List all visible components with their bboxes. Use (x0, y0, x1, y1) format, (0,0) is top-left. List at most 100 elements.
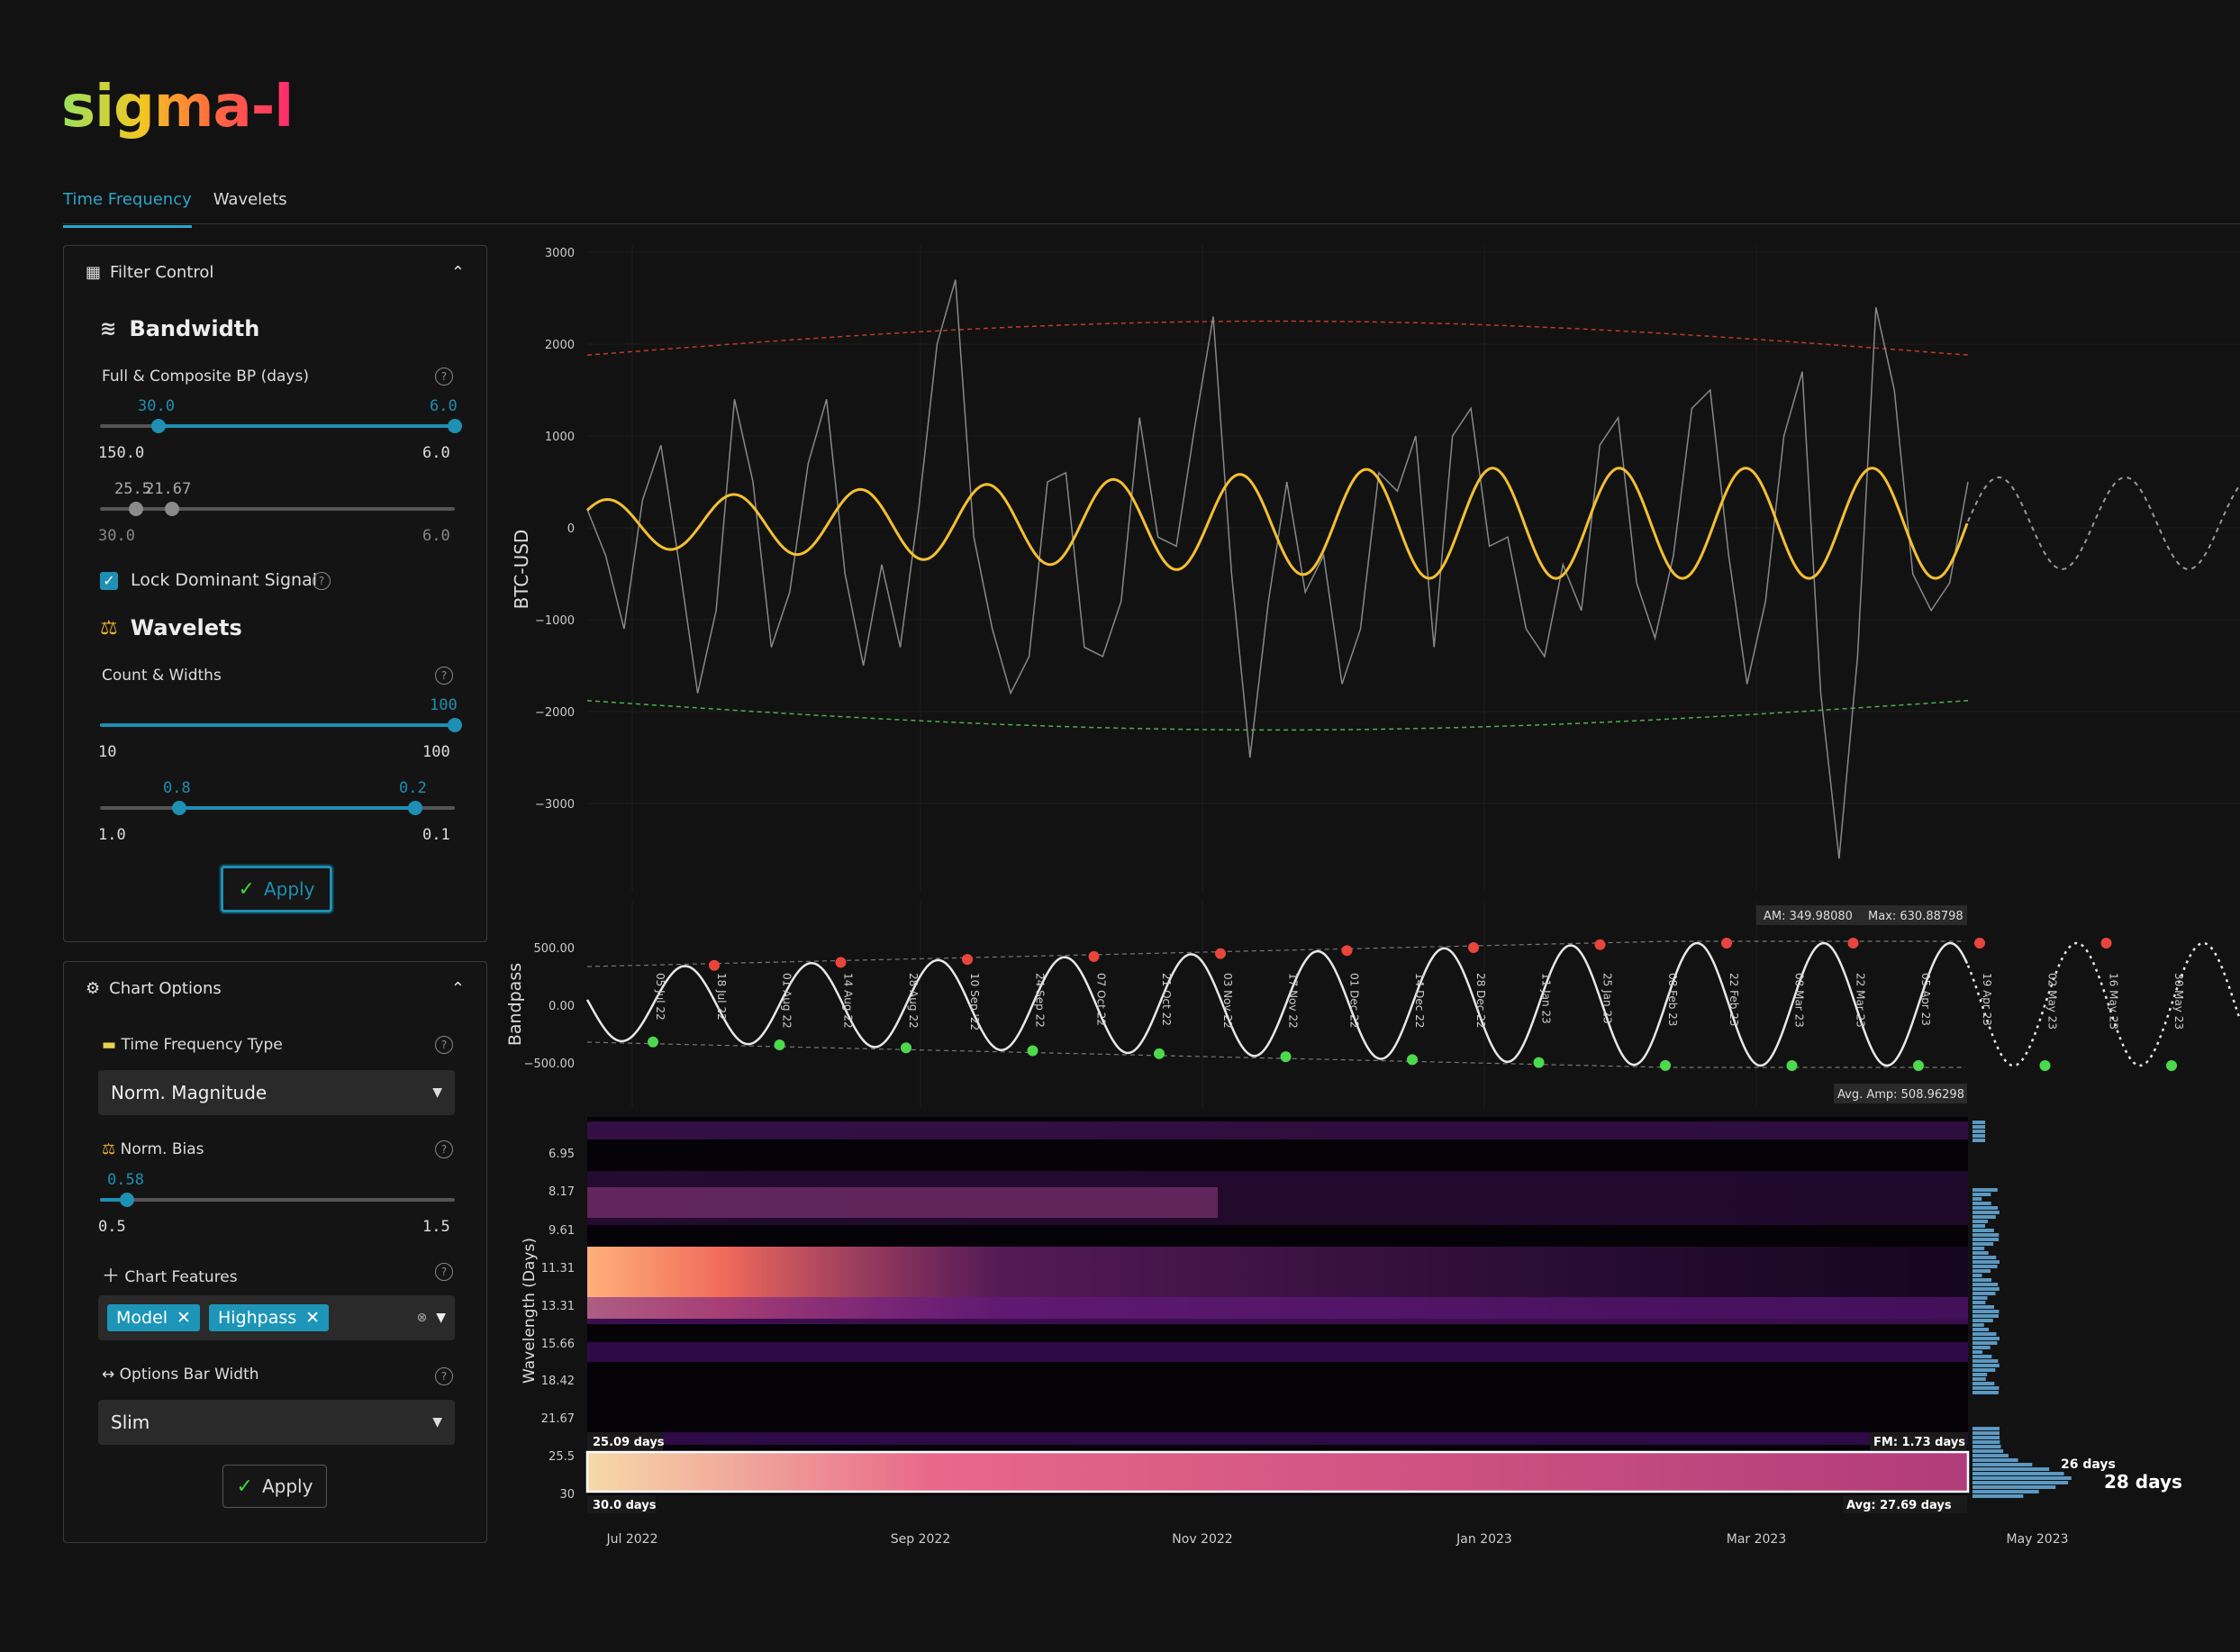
histogram-bar (1972, 1364, 2000, 1367)
trough-date-label: 01 Aug 22 (781, 973, 794, 1029)
waves-icon: ≋ (100, 317, 117, 340)
peak-marker (709, 959, 720, 971)
x-tick-label: May 2023 (2006, 1532, 2068, 1547)
histogram-bar (1972, 1197, 1982, 1201)
histogram-bar (1972, 1490, 2039, 1493)
bar-width-select[interactable]: Slim ▼ (98, 1400, 455, 1445)
trough-date-label: 14 Dec 22 (1413, 973, 1426, 1028)
trough-date-label: 21 Oct 22 (1160, 973, 1173, 1026)
chart-options-header[interactable]: ⚙ Chart Options ⌃ (64, 962, 486, 1014)
count-slider[interactable] (100, 718, 462, 732)
feature-chip-model[interactable]: Model ✕ (107, 1304, 200, 1331)
slider-handle[interactable] (165, 502, 179, 516)
width-slider-low-value: 0.8 (163, 779, 191, 797)
tab-wavelets[interactable]: Wavelets (213, 190, 287, 209)
trough-date-label: 08 Feb 23 (1666, 973, 1679, 1026)
width-slider-max: 0.1 (422, 826, 450, 844)
norm-bias-label: ⚖ Norm. Bias (102, 1140, 204, 1158)
histogram-bar (1972, 1251, 1989, 1255)
trough-marker (1786, 1060, 1798, 1071)
histogram-bar (1972, 1382, 1995, 1385)
heatmap-y-axis: 6.95 8.17 9.61 11.31 13.31 15.66 18.42 21.67 25.… (541, 1148, 575, 1502)
y-tick-label: 30 (559, 1488, 575, 1502)
histogram-bar (1972, 1206, 1998, 1210)
slider-handle[interactable] (151, 419, 166, 433)
bp-range-slider[interactable] (100, 419, 462, 433)
histogram-bar (1972, 1233, 2000, 1237)
help-icon[interactable]: ? (435, 1036, 453, 1054)
max-text: Max: 630.88798 (1868, 910, 1963, 923)
chevron-up-icon[interactable]: ⌃ (450, 978, 465, 998)
feature-chip-highpass[interactable]: Highpass ✕ (208, 1304, 330, 1331)
y-tick-label: 25.5 (549, 1450, 575, 1464)
norm-bias-slider[interactable] (100, 1193, 455, 1207)
y-tick-label: 8.17 (549, 1185, 575, 1199)
histogram-bar (1972, 1494, 2024, 1498)
histogram-bar (1972, 1427, 2000, 1430)
trough-date-label: 05 Apr 23 (1919, 973, 1932, 1026)
help-icon[interactable]: ? (435, 368, 453, 386)
filter-control-panel: ▦ Filter Control ⌃ ≋ Bandwidth Full & Co… (63, 245, 487, 942)
trough-date-label: 30 May 23 (2172, 973, 2185, 1030)
filter-apply-button[interactable]: ✓ Apply (221, 866, 332, 912)
am-annotation: AM: 349.98080 Max: 630.88798 (1756, 905, 1967, 925)
trough-marker (1660, 1059, 1671, 1071)
width-range-slider[interactable] (100, 801, 455, 815)
chart-features-label: ＋ Chart Features (102, 1265, 238, 1286)
x-tick-label: Nov 2022 (1172, 1532, 1232, 1547)
help-icon[interactable]: ? (435, 1263, 453, 1281)
top-left-annotation: 25.09 days (593, 1436, 665, 1449)
upper-envelope-line (586, 320, 1969, 356)
histogram-bar (1972, 1125, 1985, 1129)
chevron-up-icon[interactable]: ⌃ (450, 262, 465, 282)
histogram-bar (1972, 1431, 2000, 1435)
filter-control-header[interactable]: ▦ Filter Control ⌃ (64, 246, 486, 298)
count-slider-value: 100 (430, 696, 458, 714)
avg-annotation: Avg: 27.69 days (1846, 1499, 1952, 1512)
slider-handle[interactable] (448, 718, 462, 732)
peak-date-label: 22 Mar 23 (1855, 973, 1867, 1028)
close-icon[interactable]: ✕ (177, 1308, 191, 1328)
peak-date-label: 18 Jul 22 (715, 973, 728, 1021)
histogram-bar (1972, 1134, 1985, 1138)
help-icon[interactable]: ? (435, 1140, 453, 1158)
histogram-bar (1972, 1215, 1996, 1219)
slider-handle[interactable] (129, 502, 143, 516)
histogram-bar (1972, 1256, 1997, 1259)
lock-dominant-checkbox[interactable]: ✓ (100, 572, 118, 590)
width-slider-min: 1.0 (98, 826, 126, 844)
y-tick-label: 0.00 (549, 1000, 575, 1013)
help-icon[interactable]: ? (313, 572, 331, 590)
close-icon[interactable]: ✕ (305, 1308, 321, 1328)
trough-marker (1407, 1054, 1418, 1066)
trough-marker (1280, 1051, 1292, 1063)
help-icon[interactable]: ? (435, 667, 453, 685)
histogram-bar (1972, 1238, 2000, 1241)
slider-handle[interactable] (448, 419, 462, 433)
tab-time-frequency[interactable]: Time Frequency (63, 185, 192, 228)
options-apply-button[interactable]: ✓ Apply (222, 1465, 327, 1508)
histogram-bar (1972, 1193, 1991, 1196)
resize-horizontal-icon: ↔ (102, 1366, 115, 1384)
x-tick-label: Mar 2023 (1727, 1532, 1787, 1547)
composite-slider-min: 30.0 (98, 527, 135, 545)
histogram-bar (1972, 1481, 2069, 1484)
bar-width-label: ↔ Options Bar Width (102, 1366, 259, 1384)
trough-marker (2039, 1060, 2051, 1071)
slider-handle[interactable] (408, 801, 422, 815)
slider-handle[interactable] (172, 801, 186, 815)
peak-marker (1974, 938, 1985, 949)
peak-marker (835, 957, 847, 968)
caret-down-icon: ▼ (432, 1085, 442, 1100)
histogram-bar (1972, 1260, 2000, 1264)
caret-down-icon[interactable]: ▼ (436, 1311, 446, 1325)
chart-features-multiselect[interactable]: Model ✕ Highpass ✕ ⊗ ▼ (98, 1295, 455, 1340)
peak-date-label: 03 Nov 22 (1221, 973, 1234, 1029)
tf-type-select[interactable]: Norm. Magnitude ▼ (98, 1070, 455, 1115)
peak-date-label: 19 Apr 23 (1981, 973, 1993, 1026)
composite-range-slider[interactable] (100, 502, 455, 516)
help-icon[interactable]: ? (435, 1367, 453, 1385)
histogram-bar (1972, 1391, 1999, 1394)
clear-icon[interactable]: ⊗ (416, 1311, 428, 1325)
slider-handle[interactable] (120, 1193, 134, 1207)
